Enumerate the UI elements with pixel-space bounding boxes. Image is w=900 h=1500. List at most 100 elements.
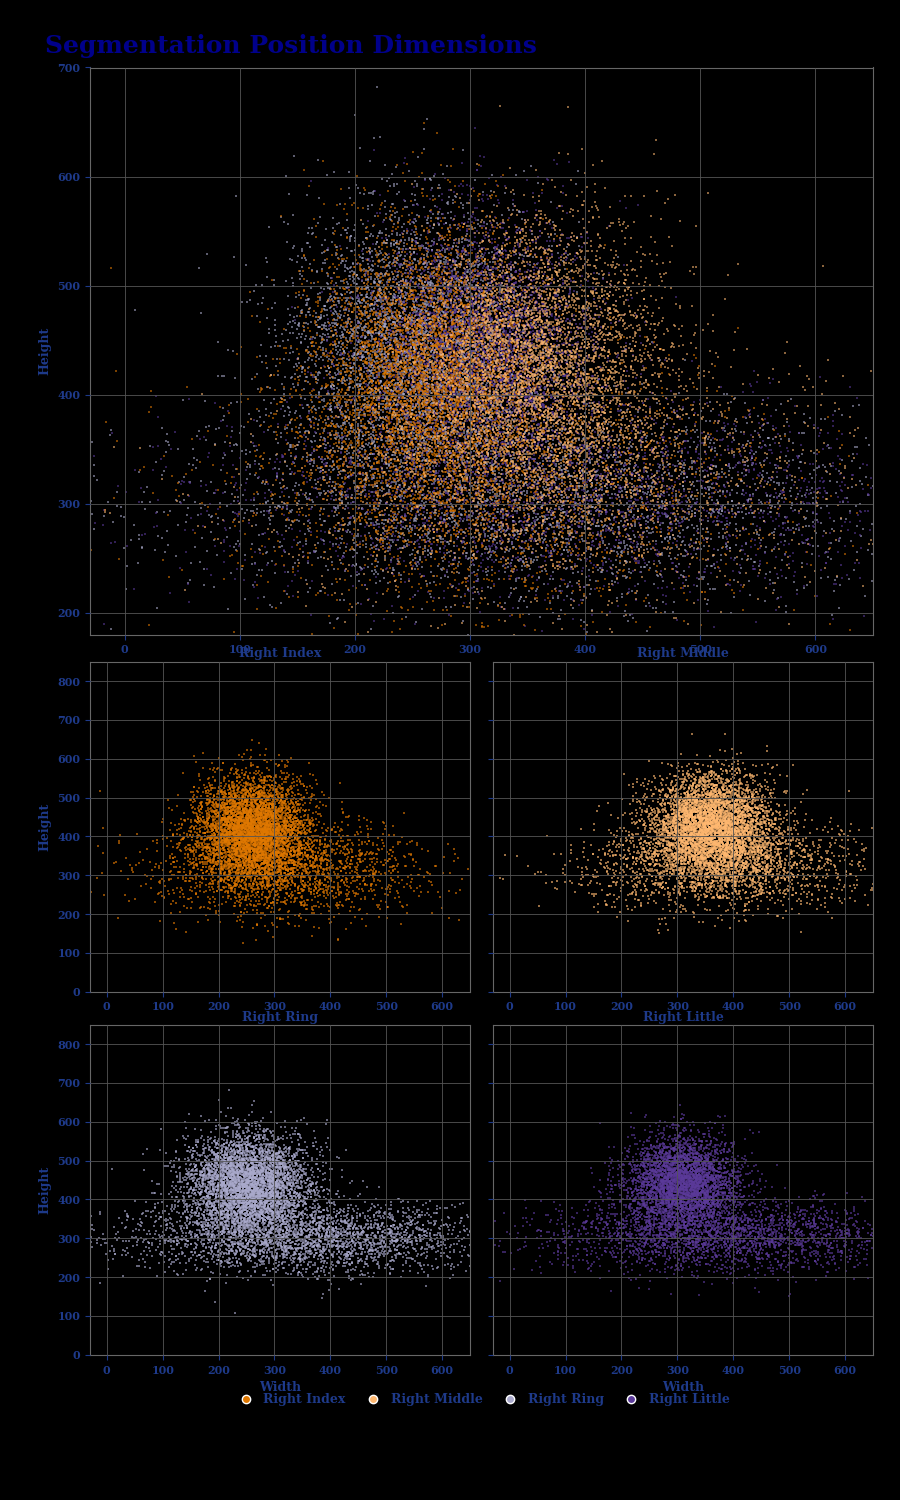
Point: [251, 1179, 266, 1203]
Point: [498, 472, 512, 496]
Point: [614, 416, 628, 440]
Point: [256, 1178, 270, 1202]
Point: [421, 387, 436, 411]
Point: [471, 424, 485, 448]
Point: [373, 315, 387, 339]
Point: [801, 842, 815, 866]
Point: [203, 1268, 218, 1292]
Point: [609, 440, 624, 464]
Point: [216, 824, 230, 848]
Point: [673, 1144, 688, 1168]
Point: [740, 1256, 754, 1280]
Point: [228, 1155, 242, 1179]
Point: [440, 306, 454, 330]
Point: [220, 1192, 234, 1216]
Point: [353, 454, 367, 478]
Point: [673, 1158, 688, 1182]
Point: [589, 278, 603, 302]
Point: [425, 358, 439, 382]
Point: [779, 554, 794, 578]
Point: [653, 1182, 668, 1206]
Point: [432, 444, 446, 468]
Point: [669, 892, 683, 916]
Point: [749, 796, 763, 820]
Point: [526, 404, 541, 427]
Point: [704, 503, 718, 526]
Point: [428, 416, 442, 440]
Point: [658, 1176, 672, 1200]
Point: [413, 436, 428, 460]
Point: [99, 1242, 113, 1266]
Point: [682, 1230, 697, 1254]
Point: [500, 286, 514, 310]
Point: [441, 422, 455, 446]
Point: [459, 465, 473, 489]
Point: [388, 420, 402, 444]
Point: [717, 792, 732, 816]
Point: [687, 824, 701, 848]
Point: [737, 784, 751, 808]
Point: [503, 364, 517, 388]
Point: [550, 316, 564, 340]
Point: [711, 465, 725, 489]
Point: [349, 464, 364, 488]
Point: [236, 801, 250, 825]
Point: [512, 1238, 526, 1262]
Point: [677, 1236, 691, 1260]
Point: [568, 427, 582, 451]
Point: [485, 408, 500, 432]
Point: [516, 376, 530, 400]
Point: [348, 388, 363, 412]
Point: [638, 1180, 652, 1204]
Point: [780, 410, 795, 434]
Point: [729, 782, 743, 806]
Point: [622, 422, 636, 446]
Point: [652, 853, 667, 877]
Point: [735, 372, 750, 396]
Point: [727, 861, 742, 885]
Point: [643, 1210, 657, 1234]
Point: [724, 882, 739, 906]
Point: [734, 808, 749, 832]
Point: [698, 1180, 713, 1204]
Point: [393, 252, 408, 276]
Point: [258, 816, 273, 840]
Point: [847, 1268, 861, 1292]
Point: [626, 486, 640, 510]
Point: [539, 450, 554, 474]
Point: [206, 1198, 220, 1222]
Point: [479, 351, 493, 375]
Point: [497, 382, 511, 406]
Point: [543, 364, 557, 388]
Point: [209, 1185, 223, 1209]
Point: [265, 504, 279, 528]
Point: [232, 1260, 247, 1284]
Point: [364, 282, 378, 306]
Point: [117, 537, 131, 561]
Point: [724, 1234, 738, 1258]
Point: [269, 891, 284, 915]
Point: [202, 897, 217, 921]
Point: [202, 862, 217, 886]
Point: [484, 266, 499, 290]
Point: [318, 520, 332, 544]
Point: [374, 248, 389, 272]
Point: [688, 808, 703, 832]
Point: [549, 399, 563, 423]
Point: [772, 1221, 787, 1245]
Point: [535, 433, 549, 457]
Point: [529, 513, 544, 537]
Point: [619, 603, 634, 627]
Point: [469, 350, 483, 374]
Point: [489, 440, 503, 464]
Point: [217, 812, 231, 836]
Point: [337, 408, 351, 432]
Point: [722, 1221, 736, 1245]
Point: [662, 477, 676, 501]
Point: [212, 1182, 226, 1206]
Point: [574, 510, 589, 534]
Point: [461, 568, 475, 592]
Point: [556, 501, 571, 525]
Point: [643, 1221, 657, 1245]
Point: [397, 507, 411, 531]
